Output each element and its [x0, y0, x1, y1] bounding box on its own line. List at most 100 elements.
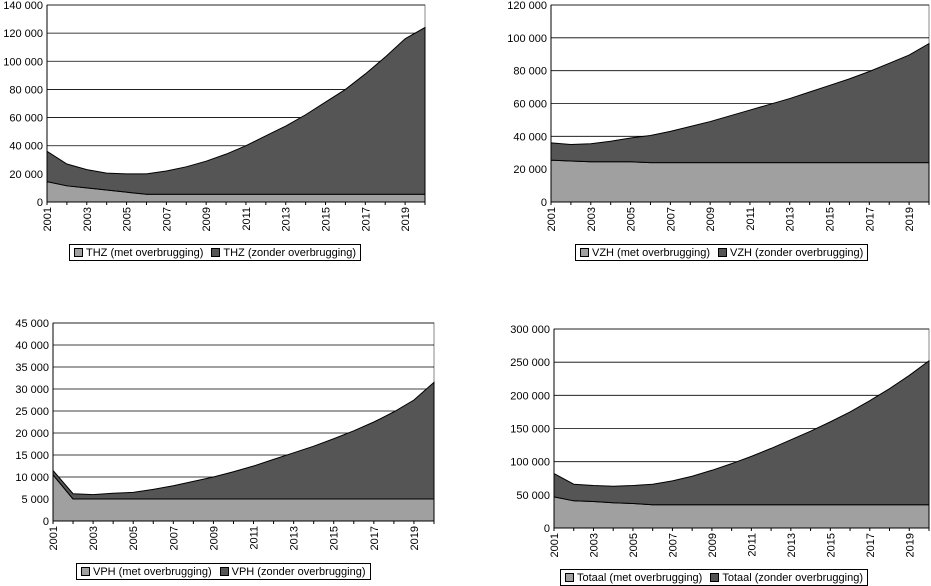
x-tick-label: 2005 — [626, 207, 638, 231]
area-series-2 — [52, 381, 435, 500]
legend-item-zonder: VPH (zonder overbrugging) — [219, 565, 366, 578]
y-tick-label: 200 000 — [510, 390, 550, 402]
y-tick-label: 80 000 — [9, 84, 43, 96]
y-tick-label: 250 000 — [510, 357, 550, 369]
x-tick-label: 2017 — [369, 526, 381, 550]
y-tick-label: 20 000 — [15, 428, 49, 440]
legend-label-zonder: THZ (zonder overbrugging) — [223, 246, 357, 259]
x-tick-label: 2017 — [360, 207, 372, 231]
x-tick-label: 2003 — [586, 207, 598, 231]
x-tick-label: 2015 — [825, 533, 837, 557]
y-tick-label: 140 000 — [3, 0, 43, 12]
x-tick-label: 2015 — [321, 207, 333, 231]
chart-thz-svg: 0 20 000 40 000 60 000 80 000 100 000 120 000 1… — [3, 0, 426, 231]
x-tick-label: 2019 — [409, 526, 421, 550]
chart-vzh-legend: VZH (met overbrugging) VZH (zonder overb… — [575, 244, 869, 261]
legend-label-zonder: VZH (zonder overbrugging) — [730, 246, 864, 259]
x-tick-label: 2007 — [168, 526, 180, 550]
x-tick-label: 2015 — [329, 526, 341, 550]
y-tick-label: 40 000 — [15, 340, 49, 352]
x-tick-label: 2019 — [904, 533, 916, 557]
legend-swatch-zonder — [211, 248, 221, 257]
area-series-2 — [550, 42, 930, 164]
x-tick-label: 2005 — [628, 533, 640, 557]
y-tick-label: 0 — [541, 197, 547, 209]
y-tick-label: 150 000 — [510, 424, 550, 436]
x-tick-label: 2001 — [546, 207, 558, 231]
x-tick-label: 2001 — [549, 533, 561, 557]
x-tick-label: 2003 — [588, 533, 600, 557]
x-tick-label: 2015 — [825, 207, 837, 231]
chart-vzh: 0 20 000 40 000 60 000 80 000 100 000 120 000 2… — [0, 0, 931, 262]
y-tick-label: 50 000 — [516, 490, 550, 502]
x-tick-label: 2011 — [746, 533, 758, 557]
y-tick-label: 5 000 — [21, 494, 49, 506]
x-tick-label: 2019 — [904, 207, 916, 231]
y-tick-label: 20 000 — [9, 169, 43, 181]
chart-totaal-legend: Totaal (met overbrugging) Totaal (zonder… — [560, 569, 868, 586]
x-tick-label: 2007 — [161, 207, 173, 231]
y-tick-label: 100 000 — [510, 457, 550, 469]
x-tick-label: 2003 — [88, 526, 100, 550]
x-tick-label: 2009 — [705, 207, 717, 231]
x-tick-label: 2009 — [208, 526, 220, 550]
x-tick-label: 2001 — [48, 526, 60, 550]
x-tick-label: 2005 — [128, 526, 140, 550]
y-tick-label: 100 000 — [3, 56, 43, 68]
x-tick-label: 2013 — [281, 207, 293, 231]
y-tick-label: 30 000 — [15, 384, 49, 396]
x-tick-label: 2017 — [864, 207, 876, 231]
x-tick-label: 2013 — [785, 207, 797, 231]
legend-label-met: Totaal (met overbrugging) — [577, 571, 703, 584]
legend-label-met: VZH (met overbrugging) — [592, 246, 710, 259]
legend-label-met: THZ (met overbrugging) — [86, 246, 204, 259]
chart-vph-legend: VPH (met overbrugging) VPH (zonder overb… — [76, 563, 371, 580]
x-tick-label: 2011 — [249, 526, 261, 550]
legend-swatch-zonder — [710, 573, 720, 582]
legend-label-zonder: Totaal (zonder overbrugging) — [722, 571, 863, 584]
legend-item-met: THZ (met overbrugging) — [74, 247, 203, 259]
legend-item-zonder: THZ (zonder overbrugging) — [211, 247, 356, 259]
legend-swatch-zonder — [718, 248, 727, 257]
y-tick-label: 120 000 — [3, 28, 43, 40]
legend-item-zonder: VZH (zonder overbrugging) — [718, 247, 863, 259]
x-tick-label: 2007 — [667, 533, 679, 557]
legend-label-zonder: VPH (zonder overbrugging) — [231, 565, 366, 578]
legend-swatch-met — [74, 248, 83, 257]
area-series-2 — [553, 359, 930, 506]
x-tick-label: 2013 — [786, 533, 798, 557]
x-tick-label: 2009 — [707, 533, 719, 557]
y-tick-label: 0 — [544, 523, 550, 535]
y-tick-label: 35 000 — [15, 362, 49, 374]
y-tick-label: 40 000 — [9, 141, 43, 153]
y-tick-label: 60 000 — [513, 99, 547, 111]
legend-swatch-met — [565, 573, 574, 582]
x-tick-label: 2007 — [665, 207, 677, 231]
y-tick-label: 100 000 — [507, 33, 547, 45]
y-tick-label: 60 000 — [9, 113, 43, 125]
legend-swatch-met — [81, 567, 90, 576]
y-tick-label: 80 000 — [513, 66, 547, 78]
y-tick-label: 45 000 — [15, 318, 49, 330]
y-tick-label: 20 000 — [513, 164, 547, 176]
y-tick-label: 300 000 — [510, 324, 550, 336]
legend-item-met: VZH (met overbrugging) — [580, 247, 710, 259]
legend-item-met: VPH (met overbrugging) — [81, 566, 212, 578]
x-tick-label: 2005 — [122, 207, 134, 231]
x-tick-label: 2013 — [289, 526, 301, 550]
y-tick-label: 10 000 — [15, 472, 49, 484]
y-tick-label: 0 — [43, 516, 49, 528]
legend-swatch-zonder — [219, 567, 229, 576]
chart-vzh-svg: 0 20 000 40 000 60 000 80 000 100 000 120 000 2… — [507, 0, 930, 231]
legend-swatch-met — [580, 248, 589, 257]
y-tick-label: 0 — [37, 197, 43, 209]
chart-thz: 0 20 000 40 000 60 000 80 000 100 000 120 000 1… — [0, 0, 426, 262]
legend-item-zonder: Totaal (zonder overbrugging) — [710, 572, 863, 584]
x-tick-label: 2001 — [42, 207, 54, 231]
y-tick-label: 120 000 — [507, 0, 547, 12]
x-tick-label: 2011 — [241, 207, 253, 231]
